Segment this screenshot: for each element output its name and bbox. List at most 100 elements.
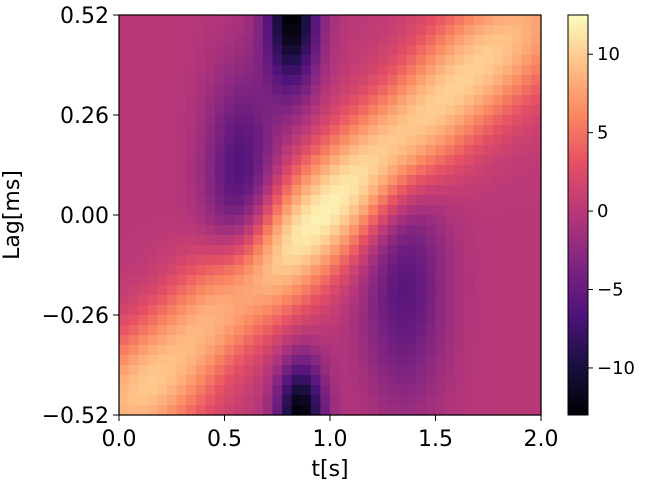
heatmap-cell [310, 55, 322, 66]
heatmap-cell [531, 205, 542, 216]
heatmap-cell [521, 155, 533, 166]
heatmap-cell [406, 225, 417, 236]
heatmap-cell [339, 355, 350, 366]
heatmap-cell [397, 345, 408, 356]
heatmap-cell [186, 85, 197, 96]
heatmap-cell [445, 165, 456, 176]
heatmap-cell [243, 255, 254, 266]
heatmap-cell [521, 385, 533, 396]
heatmap-cell [214, 365, 226, 376]
heatmap-cell [262, 365, 274, 376]
heatmap-cell [464, 105, 475, 116]
heatmap-cell [368, 45, 379, 56]
heatmap-cell [119, 85, 130, 96]
heatmap-cell [128, 75, 139, 86]
heatmap-cell [262, 335, 274, 346]
heatmap-cell [416, 155, 427, 166]
heatmap-cell [186, 275, 197, 286]
heatmap-cell [224, 275, 235, 286]
heatmap-cell [358, 395, 369, 406]
heatmap-cell [368, 145, 379, 156]
heatmap-cell [138, 375, 149, 386]
heatmap-cell [291, 215, 302, 226]
heatmap-cell [320, 175, 331, 186]
heatmap-cell [253, 235, 264, 246]
heatmap-cell [531, 245, 542, 256]
heatmap-cell [195, 125, 206, 136]
heatmap-cell [119, 255, 130, 266]
heatmap-cell [464, 25, 475, 36]
heatmap-cell [445, 35, 456, 46]
heatmap-cell [128, 405, 139, 416]
heatmap-cell [119, 405, 130, 416]
heatmap-cell [195, 265, 206, 276]
heatmap-cell [272, 95, 283, 106]
heatmap-cell [445, 125, 456, 136]
heatmap-cell [138, 385, 149, 396]
heatmap-cell [454, 345, 465, 356]
heatmap-cell [483, 15, 494, 26]
heatmap-cell [234, 195, 245, 206]
heatmap-cell [349, 85, 360, 96]
heatmap-cell [521, 205, 533, 216]
heatmap-cell [358, 175, 369, 186]
heatmap-cell [464, 245, 475, 256]
heatmap-cell [310, 175, 322, 186]
heatmap-cell [445, 25, 456, 36]
heatmap-cell [493, 285, 504, 296]
heatmap-cell [406, 365, 417, 376]
heatmap-cell [425, 185, 437, 196]
heatmap-cell [214, 115, 226, 126]
heatmap-cell [377, 215, 389, 226]
heatmap-cell [464, 275, 475, 286]
heatmap-cell [282, 375, 293, 386]
heatmap-cell [320, 275, 331, 286]
heatmap-cell [224, 285, 235, 296]
heatmap-cell [512, 395, 523, 406]
heatmap-cell [377, 35, 389, 46]
heatmap-cell [253, 135, 264, 146]
heatmap-cell [320, 365, 331, 376]
heatmap-cell [166, 45, 178, 56]
heatmap-cell [310, 75, 322, 86]
heatmap-cell [128, 365, 139, 376]
heatmap-cell [377, 305, 389, 316]
heatmap-cell [521, 235, 533, 246]
heatmap-cell [176, 265, 187, 276]
heatmap-cell [358, 335, 369, 346]
heatmap-cell [157, 95, 168, 106]
heatmap-cell [406, 65, 417, 76]
heatmap-cell [464, 265, 475, 276]
heatmap-cell [224, 345, 235, 356]
heatmap-cell [119, 355, 130, 366]
heatmap-cell [224, 95, 235, 106]
heatmap-cell [176, 355, 187, 366]
heatmap-cell [387, 405, 398, 416]
heatmap-cell [205, 405, 216, 416]
heatmap-cell [234, 275, 245, 286]
heatmap-cell [224, 165, 235, 176]
heatmap-cell [205, 205, 216, 216]
heatmap-cell [195, 235, 206, 246]
heatmap-cell [483, 65, 494, 76]
heatmap-cell [243, 225, 254, 236]
heatmap-cell [166, 295, 178, 306]
heatmap-cell [464, 305, 475, 316]
heatmap-cell [493, 275, 504, 286]
heatmap-cell [224, 45, 235, 56]
heatmap-cell [368, 325, 379, 336]
heatmap-cell [310, 295, 322, 306]
heatmap-cell [531, 65, 542, 76]
heatmap-cell [138, 295, 149, 306]
heatmap-cell [157, 55, 168, 66]
heatmap-cell [387, 355, 398, 366]
heatmap-cell [473, 335, 485, 346]
heatmap-cell [521, 115, 533, 126]
heatmap-cell [512, 25, 523, 36]
heatmap-cell [387, 225, 398, 236]
heatmap-cell [166, 35, 178, 46]
heatmap-cell [330, 95, 341, 106]
heatmap-cell [454, 375, 465, 386]
heatmap-cell [157, 235, 168, 246]
heatmap-cell [416, 345, 427, 356]
